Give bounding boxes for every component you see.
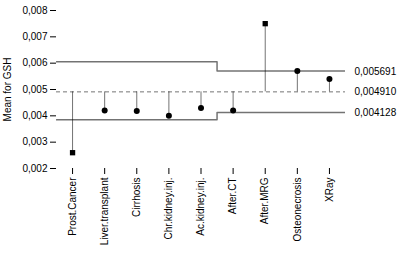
svg-text:0,002: 0,002	[22, 163, 47, 174]
svg-text:Ac.kidney.inj.: Ac.kidney.inj.	[195, 178, 206, 236]
svg-text:0,004128: 0,004128	[355, 107, 397, 118]
svg-text:0,004910: 0,004910	[355, 86, 397, 97]
svg-text:0,004: 0,004	[22, 110, 47, 121]
svg-text:0,008: 0,008	[22, 5, 47, 16]
svg-text:After.CT: After.CT	[227, 178, 238, 215]
svg-text:0,007: 0,007	[22, 31, 47, 42]
svg-text:0,003: 0,003	[22, 136, 47, 147]
svg-text:After.MRG: After.MRG	[259, 177, 270, 224]
svg-text:Prost.Cancer: Prost.Cancer	[67, 177, 78, 236]
svg-text:0,005691: 0,005691	[355, 66, 397, 77]
svg-text:Osteonecrosis: Osteonecrosis	[292, 178, 303, 242]
svg-text:XRay: XRay	[324, 178, 335, 202]
svg-text:0,006: 0,006	[22, 57, 47, 68]
svg-text:Cirrhosis: Cirrhosis	[131, 178, 142, 217]
svg-text:Chr.kidney.inj.: Chr.kidney.inj.	[163, 178, 174, 240]
svg-text:Mean for GSH: Mean for GSH	[2, 58, 13, 122]
svg-text:Liver.transplant: Liver.transplant	[99, 177, 110, 245]
svg-text:0,005: 0,005	[22, 84, 47, 95]
